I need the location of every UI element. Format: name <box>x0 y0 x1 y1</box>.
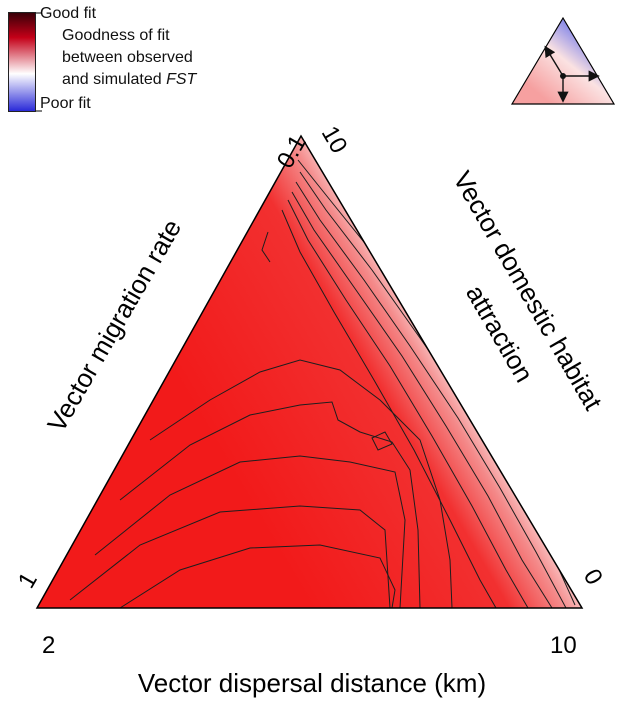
inset-triangle <box>510 16 616 105</box>
contour-line <box>291 191 553 608</box>
contour-line <box>261 231 271 263</box>
contour-line <box>149 359 453 608</box>
contour-line <box>295 181 567 608</box>
right-axis-start-label: 10 <box>316 122 353 159</box>
inset-arrow-up <box>544 45 564 77</box>
legend-bottom-label: Poor fit <box>40 95 91 112</box>
legend-title-line-3: and simulated FST <box>62 70 196 90</box>
legend-colorbar <box>8 12 36 112</box>
contour-line <box>287 199 529 608</box>
contour-line <box>94 455 406 608</box>
bottom-axis-start-label: 2 <box>42 632 55 659</box>
right-axis-end-label: 0 <box>578 565 608 590</box>
legend-title-line-2: between observed <box>62 49 193 66</box>
contour-line <box>281 209 497 608</box>
legend-title-fst: FST <box>166 71 197 88</box>
ternary-field <box>37 136 582 608</box>
contour-line <box>69 505 391 608</box>
contour-line <box>371 431 393 451</box>
contour-line <box>119 544 396 608</box>
legend-top-label: Good fit <box>40 5 97 22</box>
ternary-outline <box>35 134 584 609</box>
left-axis-start-label: 1 <box>13 568 43 593</box>
bottom-axis-end-label: 10 <box>550 632 577 659</box>
bottom-axis-title: Vector dispersal distance (km) <box>138 668 486 698</box>
legend-title-text: and simulated <box>62 71 167 88</box>
legend-title-line-1: Goodness of fit <box>62 27 170 44</box>
contour-line <box>119 401 421 608</box>
legend-gradient <box>9 13 35 111</box>
